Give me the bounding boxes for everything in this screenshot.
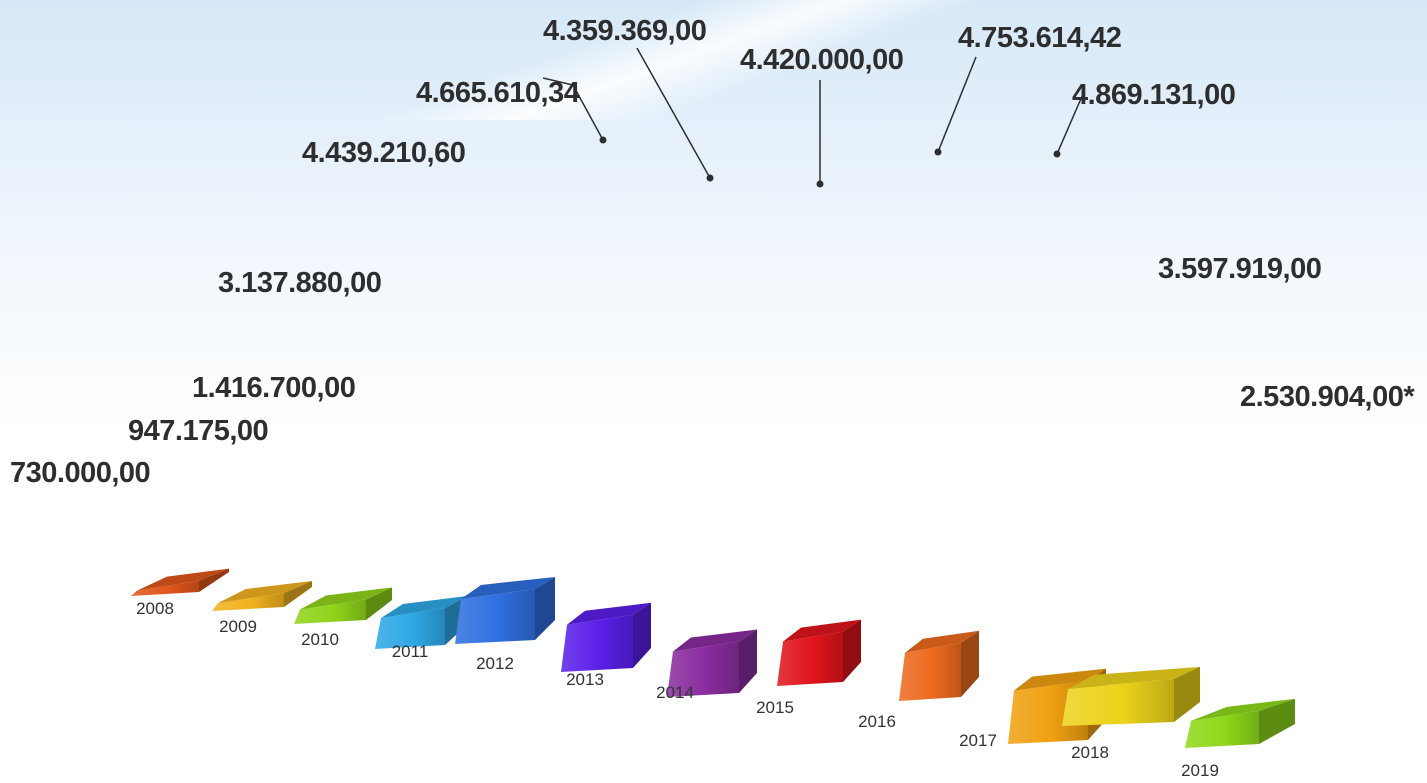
bar-side-2014	[739, 629, 757, 693]
x-tick-label-2015: 2015	[756, 698, 794, 717]
x-tick-label-2019: 2019	[1181, 761, 1219, 780]
data-label-2010: 1.416.700,00	[192, 372, 355, 404]
bar-side-2008	[199, 568, 229, 592]
bar-top-2014	[673, 629, 757, 652]
bar-top-2016	[905, 630, 979, 653]
bar-side-2012	[535, 576, 555, 640]
bar-side-2010	[366, 587, 392, 620]
x-tick-label-2018: 2018	[1071, 743, 1109, 762]
data-label-2016: 4.753.614,42	[958, 22, 1121, 54]
data-label-2012: 4.439.210,60	[302, 137, 465, 169]
leader-dot-2016	[934, 148, 942, 156]
bar-2018	[1062, 666, 1200, 726]
bar-2015	[777, 619, 861, 686]
bar-top-2009	[218, 580, 312, 603]
data-label-2013: 4.665.610,34	[416, 77, 580, 109]
bar-front-2011	[375, 607, 445, 649]
bar-front-2015	[777, 631, 843, 686]
leader-dot-2017	[1053, 150, 1061, 158]
x-tick-label-2013: 2013	[566, 670, 604, 689]
bar-side-2016	[961, 630, 979, 697]
leader-line-2017	[1056, 93, 1084, 155]
x-tick-label-2012: 2012	[476, 654, 514, 673]
x-tick-label-2017: 2017	[959, 731, 997, 750]
bar-2019	[1185, 698, 1295, 748]
bar-side-2018	[1174, 666, 1200, 722]
bar-2010	[294, 587, 392, 624]
x-tick-label-2016: 2016	[858, 712, 896, 731]
bar-2013	[561, 602, 651, 672]
data-label-2011: 3.137.880,00	[218, 267, 381, 299]
bar-front-2014	[667, 641, 739, 697]
leader-line-2014	[636, 47, 711, 179]
bar-side-2015	[843, 619, 861, 682]
bar-top-2012	[461, 576, 555, 599]
bar-front-2010	[294, 599, 366, 624]
x-tick-label-2010: 2010	[301, 630, 339, 649]
bar-top-2013	[567, 602, 651, 625]
bar-top-2008	[137, 568, 229, 591]
leader-line-2016	[937, 56, 977, 153]
leader-dot-2013	[599, 136, 607, 144]
bar-front-2019	[1185, 710, 1259, 748]
bar-2009	[212, 580, 312, 611]
bar-front-2009	[212, 592, 284, 611]
x-tick-label-2014: 2014	[656, 683, 694, 702]
bar-side-2019	[1259, 698, 1295, 744]
data-label-2015: 4.420.000,00	[740, 44, 903, 76]
bar-front-2013	[561, 614, 633, 672]
bar-front-2008	[131, 580, 199, 596]
bar-side-2013	[633, 602, 651, 668]
data-label-2009: 947.175,00	[128, 415, 268, 447]
bar-2008	[131, 568, 229, 596]
bar-top-2018	[1068, 666, 1200, 689]
bar-2014	[667, 629, 757, 697]
data-label-2014: 4.359.369,00	[543, 15, 706, 47]
x-tick-label-2011: 2011	[392, 642, 429, 661]
bar-top-2010	[300, 587, 392, 610]
bar-2012	[455, 576, 555, 644]
x-tick-label-2008: 2008	[136, 599, 174, 618]
bar-front-2016	[899, 642, 961, 701]
bar-top-2017	[1014, 668, 1106, 691]
bar-top-2015	[783, 619, 861, 642]
bar-side-2009	[284, 580, 312, 607]
bar-front-2012	[455, 588, 535, 644]
data-label-2017: 4.869.131,00	[1072, 79, 1235, 111]
data-label-2008: 730.000,00	[10, 457, 150, 489]
x-tick-label-2009: 2009	[219, 617, 257, 636]
bar-front-2018	[1062, 678, 1174, 726]
leader-dot-2014	[706, 174, 714, 182]
data-label-2018: 3.597.919,00	[1158, 253, 1321, 285]
bar-top-2011	[381, 595, 467, 618]
bar-2016	[899, 630, 979, 701]
leader-line-2013	[542, 77, 604, 141]
bar-top-2019	[1191, 698, 1295, 721]
data-label-2019: 2.530.904,00*	[1240, 381, 1415, 413]
leader-dot-2015	[816, 180, 824, 188]
